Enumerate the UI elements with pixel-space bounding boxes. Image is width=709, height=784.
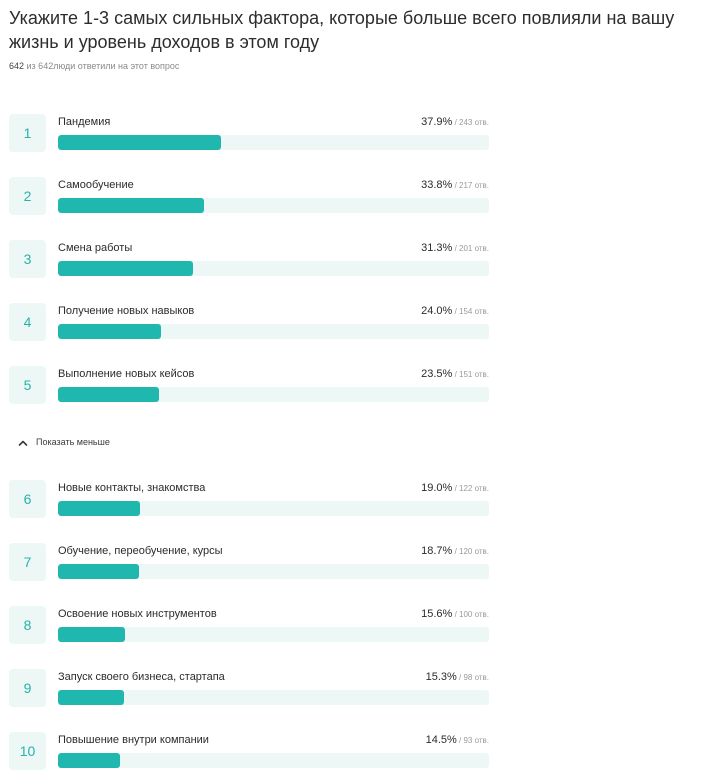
progress-track — [58, 387, 489, 402]
progress-fill — [58, 135, 222, 150]
progress-fill — [58, 501, 140, 516]
answer-count: / 151 отв. — [452, 370, 489, 379]
answer-count: / 120 отв. — [452, 547, 489, 556]
progress-track — [58, 501, 489, 516]
answer-percent: 15.3% — [425, 671, 457, 683]
rank-badge: 8 — [9, 606, 46, 644]
answer-count: / 154 отв. — [452, 307, 489, 316]
progress-fill — [58, 261, 193, 276]
progress-track — [58, 627, 489, 642]
answer-percent: 23.5% — [421, 368, 453, 380]
answer-percent: 37.9% — [421, 116, 453, 128]
answer-percent: 14.5% — [425, 734, 457, 746]
answer-count: / 93 отв. — [456, 736, 489, 745]
answer-count: / 98 отв. — [456, 673, 489, 682]
answer-stats: 15.6% / 100 отв. — [421, 607, 489, 622]
rank-badge: 7 — [9, 543, 46, 581]
answer-row: 9 Запуск своего бизнеса, стартапа 15.3% … — [9, 669, 489, 709]
answer-label: Повышение внутри компании — [58, 734, 209, 746]
progress-fill — [58, 387, 160, 402]
answer-stats: 24.0% / 154 отв. — [421, 304, 489, 319]
rank-badge: 6 — [9, 480, 46, 518]
rank-badge: 2 — [9, 177, 46, 215]
progress-track — [58, 690, 489, 705]
answer-percent: 33.8% — [421, 179, 453, 191]
progress-track — [58, 753, 489, 768]
progress-fill — [58, 564, 139, 579]
progress-track — [58, 198, 489, 213]
progress-track — [58, 135, 489, 150]
answer-percent: 24.0% — [421, 305, 453, 317]
progress-fill — [58, 198, 204, 213]
show-less-toggle[interactable]: Показать меньше — [17, 435, 110, 449]
answer-percent: 15.6% — [421, 608, 453, 620]
progress-fill — [58, 324, 162, 339]
answer-count: / 122 отв. — [452, 484, 489, 493]
answer-percent: 31.3% — [421, 242, 453, 254]
answered-count: 642 — [9, 61, 25, 71]
progress-fill — [58, 627, 126, 642]
answer-stats: 31.3% / 201 отв. — [421, 241, 489, 256]
answer-row: 1 Пандемия 37.9% / 243 отв. — [9, 114, 489, 154]
rank-badge: 1 — [9, 114, 46, 152]
answer-count: / 201 отв. — [452, 244, 489, 253]
answer-label: Пандемия — [58, 116, 111, 128]
answer-stats: 23.5% / 151 отв. — [421, 367, 489, 382]
answer-count: / 243 отв. — [452, 118, 489, 127]
answer-label: Запуск своего бизнеса, стартапа — [58, 671, 225, 683]
answer-row: 6 Новые контакты, знакомства 19.0% / 122… — [9, 480, 489, 520]
progress-fill — [58, 690, 124, 705]
answer-row: 7 Обучение, переобучение, курсы 18.7% / … — [9, 543, 489, 583]
answer-label: Выполнение новых кейсов — [58, 368, 195, 380]
progress-fill — [58, 753, 121, 768]
progress-track — [58, 564, 489, 579]
answer-count: / 100 отв. — [452, 610, 489, 619]
answer-row: 3 Смена работы 31.3% / 201 отв. — [9, 240, 489, 280]
answer-count: / 217 отв. — [452, 181, 489, 190]
answer-label: Получение новых навыков — [58, 305, 195, 317]
answer-stats: 33.8% / 217 отв. — [421, 178, 489, 193]
rank-badge: 9 — [9, 669, 46, 707]
answer-stats: 18.7% / 120 отв. — [421, 544, 489, 559]
answer-row: 4 Получение новых навыков 24.0% / 154 от… — [9, 303, 489, 343]
answer-label: Обучение, переобучение, курсы — [58, 545, 223, 557]
answer-stats: 19.0% / 122 отв. — [421, 481, 489, 496]
answer-percent: 19.0% — [421, 482, 453, 494]
respondents-info: 642 из 642люди ответили на этот вопрос — [9, 60, 179, 72]
answer-row: 10 Повышение внутри компании 14.5% / 93 … — [9, 732, 489, 772]
rank-badge: 5 — [9, 366, 46, 404]
answer-row: 2 Самообучение 33.8% / 217 отв. — [9, 177, 489, 217]
progress-track — [58, 261, 489, 276]
rank-badge: 3 — [9, 240, 46, 278]
answer-stats: 15.3% / 98 отв. — [426, 670, 489, 685]
rank-badge: 4 — [9, 303, 46, 341]
respondents-suffix: из 642люди ответили на этот вопрос — [24, 61, 180, 71]
answer-row: 5 Выполнение новых кейсов 23.5% / 151 от… — [9, 366, 489, 406]
answer-label: Смена работы — [58, 242, 133, 254]
answer-label: Новые контакты, знакомства — [58, 482, 206, 494]
answer-stats: 37.9% / 243 отв. — [421, 115, 489, 130]
chevron-up-icon — [17, 436, 29, 448]
answer-percent: 18.7% — [421, 545, 453, 557]
show-less-label: Показать меньше — [36, 437, 110, 447]
progress-track — [58, 324, 489, 339]
answer-label: Самообучение — [58, 179, 134, 191]
answer-stats: 14.5% / 93 отв. — [426, 733, 489, 748]
question-title: Укажите 1-3 самых сильных фактора, котор… — [9, 8, 675, 52]
answer-row: 8 Освоение новых инструментов 15.6% / 10… — [9, 606, 489, 646]
answer-label: Освоение новых инструментов — [58, 608, 217, 620]
rank-badge: 10 — [9, 732, 46, 770]
